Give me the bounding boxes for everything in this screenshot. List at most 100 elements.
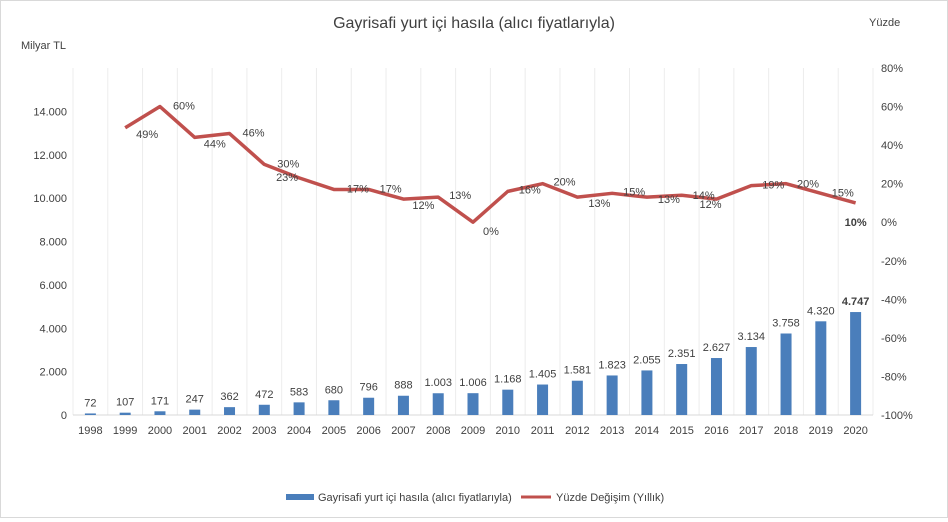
left-tick-label: 8.000 [39,237,67,249]
bar-data-label: 1.168 [494,374,522,386]
bar-data-label: 1.405 [529,369,557,381]
line-data-label: 0% [483,226,499,238]
x-tick-label: 2020 [843,425,867,437]
x-tick-label: 2018 [774,425,798,437]
line-data-label: 16% [519,184,541,196]
bar-data-label: 171 [151,395,169,407]
line-data-label: 14% [693,190,715,202]
line-data-label: 46% [243,128,265,140]
bar-data-label: 2.627 [703,342,731,354]
bar [432,393,444,415]
right-tick-label: 80% [881,63,903,75]
bar [467,393,479,415]
bar [258,404,270,415]
line-data-label: 23% [276,172,298,184]
left-tick-label: 2.000 [39,367,67,379]
legend-label-bar: Gayrisafi yurt içi hasıla (alıcı fiyatla… [318,492,512,504]
x-tick-label: 2015 [669,425,693,437]
bar-data-label: 583 [290,386,308,398]
x-tick-label: 2001 [182,425,206,437]
bar [119,412,131,415]
line-series [124,104,857,224]
x-tick-label: 2002 [217,425,241,437]
bar [676,364,688,415]
bar-data-label: 1.006 [459,377,487,389]
x-tick-label: 2004 [287,425,311,437]
x-tick-label: 2005 [322,425,346,437]
x-tick-label: 2010 [496,425,520,437]
right-tick-label: 0% [881,217,897,229]
bar-data-label: 1.003 [424,377,452,389]
x-tick-label: 1998 [78,425,102,437]
bar [189,409,201,415]
chart-title: Gayrisafi yurt içi hasıla (alıcı fiyatla… [333,15,615,32]
x-tick-label: 2007 [391,425,415,437]
bar [745,347,757,415]
line-data-label: 17% [380,183,402,195]
bar-data-label: 1.581 [564,365,592,377]
bar-data-label: 107 [116,397,134,409]
bar-data-label: 680 [325,384,343,396]
x-tick-label: 2008 [426,425,450,437]
bar [224,407,236,415]
x-tick-label: 2013 [600,425,624,437]
bar [571,380,583,415]
bar [502,389,514,415]
bar-data-label: 2.055 [633,354,661,366]
left-axis-label: Milyar TL [21,40,66,52]
legend-label-line: Yüzde Değişim (Yıllık) [556,492,664,504]
bar [328,400,340,415]
line-data-label: 20% [797,179,819,191]
bar-data-label: 2.351 [668,348,696,360]
right-tick-label: 20% [881,179,903,191]
right-tick-label: -20% [881,256,907,268]
bar [293,402,305,415]
bar-data-label: 247 [186,394,204,406]
bar [850,312,862,415]
line-data-label: 13% [449,190,471,202]
line-data-label: 12% [699,199,721,211]
line-data-label: 17% [347,183,369,195]
x-tick-label: 1999 [113,425,137,437]
right-tick-label: -40% [881,294,907,306]
line-data-label: 13% [588,198,610,210]
line-data-label: 12% [412,200,434,212]
bar-data-label: 472 [255,389,273,401]
left-tick-label: 6.000 [39,280,67,292]
right-tick-label: -100% [881,410,913,422]
x-tick-label: 2003 [252,425,276,437]
bar [606,375,618,415]
bar-data-label: 888 [394,380,412,392]
bar [363,397,375,415]
bar-data-label: 1.823 [598,359,626,371]
x-tick-label: 2016 [704,425,728,437]
bar [815,321,827,415]
bar [710,358,722,415]
left-tick-label: 4.000 [39,323,67,335]
right-tick-label: -80% [881,371,907,383]
left-tick-label: 0 [61,410,67,422]
line-data-label: 44% [204,138,226,150]
bar [641,370,653,415]
bar [780,333,792,415]
x-tick-label: 2011 [531,425,555,437]
bar [397,395,409,415]
bar [537,384,549,415]
x-tick-label: 2006 [356,425,380,437]
line-data-label: 10% [845,217,867,229]
x-tick-label: 2017 [739,425,763,437]
bar-data-label: 3.758 [772,317,800,329]
x-tick-label: 2012 [565,425,589,437]
bar [84,413,96,415]
bar-data-label: 362 [220,391,238,403]
bar [154,411,166,415]
line-data-label: 49% [136,129,158,141]
x-tick-label: 2014 [635,425,659,437]
right-axis-label: Yüzde [869,17,900,29]
right-tick-label: 40% [881,140,903,152]
left-tick-label: 14.000 [33,106,67,118]
right-tick-label: -60% [881,333,907,345]
bar-data-label: 3.134 [737,331,765,343]
